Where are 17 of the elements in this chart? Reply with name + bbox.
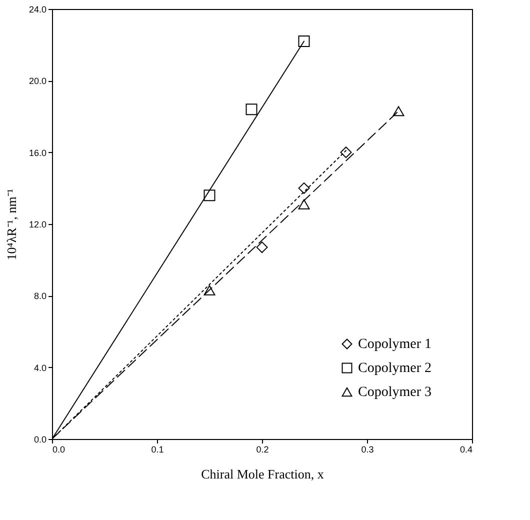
x-tick-label: 0.1 [151,444,164,454]
x-axis-title: Chiral Mole Fraction, x [201,466,324,482]
y-tick-label: 12.0 [28,220,46,230]
x-tick-label: 0.2 [256,444,269,454]
y-axis-title: 10⁴λR⁻¹, nm⁻¹ [4,188,19,260]
y-tick-label: 24.0 [28,4,46,14]
y-tick-label: 20.0 [28,76,46,86]
y-tick-label: 4.0 [34,362,46,373]
y-tick-label: 0.0 [34,434,46,444]
legend-label: Copolymer 2 [358,361,432,376]
x-tick-label: 0.3 [361,444,374,454]
x-tick-label: 0.0 [52,444,66,454]
y-tick-label: 16.0 [28,148,46,158]
x-tick-label: 0.4 [460,444,472,454]
legend-label: Copolymer 1 [358,337,432,352]
legend-label: Copolymer 3 [358,385,432,400]
y-tick-label: 8.0 [34,291,46,302]
